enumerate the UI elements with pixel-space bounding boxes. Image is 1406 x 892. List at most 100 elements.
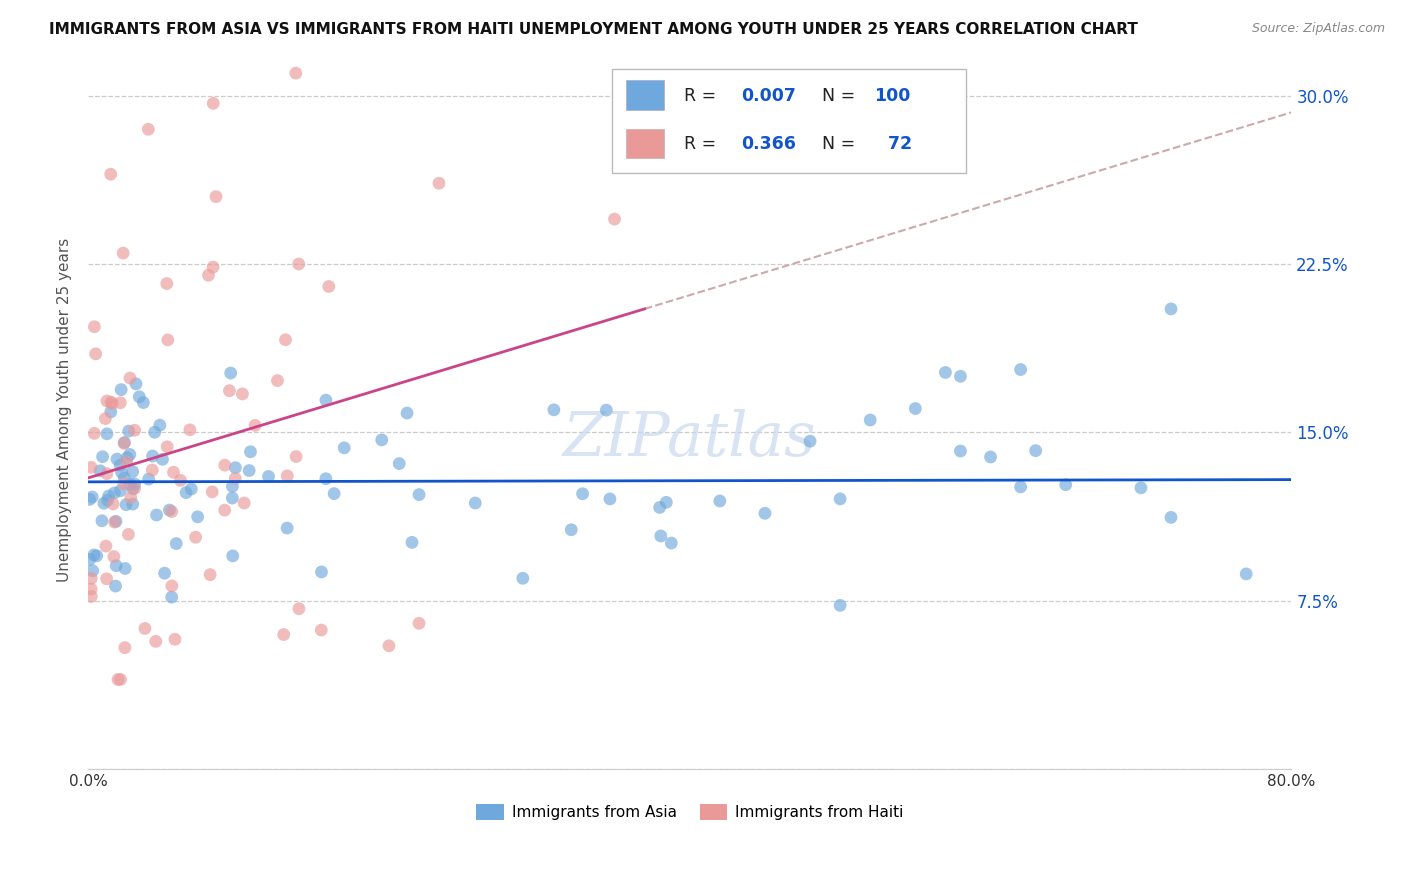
Point [214,458,236,473]
Point [104,515,127,529]
Point [117,527,139,541]
Point [124,482,146,496]
Point [595,403,617,417]
Text: IMMIGRANTS FROM ASIA VS IMMIGRANTS FROM HAITI UNEMPLOYMENT AMONG YOUTH UNDER 25 : IMMIGRANTS FROM ASIA VS IMMIGRANTS FROM … [49,22,1137,37]
Point [197,268,219,283]
Point [91,514,114,528]
Point [830,491,852,506]
Point [128,390,150,404]
Point [83,548,105,562]
Point [118,371,141,385]
Point [96,572,118,586]
Point [165,536,187,550]
Point [276,521,298,535]
Point [655,495,678,509]
Point [222,549,245,563]
Point [214,503,236,517]
Point [136,122,159,136]
Point [112,435,135,450]
Point [80,571,103,585]
Point [104,579,127,593]
Point [97,489,120,503]
Point [107,673,129,687]
Point [243,418,266,433]
Point [105,452,128,467]
Point [512,571,534,585]
Point [266,374,288,388]
Point [603,212,626,227]
Point [79,492,101,507]
Point [121,465,143,479]
Point [904,401,927,416]
Point [160,590,183,604]
Point [134,622,156,636]
Point [103,549,125,564]
Point [949,369,972,384]
Point [408,616,430,631]
Point [560,523,582,537]
Point [830,599,852,613]
Point [82,564,104,578]
Point [115,450,138,465]
Y-axis label: Unemployment Among Youth under 25 years: Unemployment Among Youth under 25 years [58,238,72,582]
Point [198,567,221,582]
Point [257,469,280,483]
Point [934,366,956,380]
Point [101,397,124,411]
Point [1160,510,1182,524]
Point [311,565,333,579]
Point [315,472,337,486]
Point [132,395,155,409]
Text: 72: 72 [882,135,912,153]
Point [333,441,356,455]
Point [110,483,132,498]
Point [224,460,246,475]
Point [202,260,225,274]
Point [1010,362,1032,376]
Point [110,383,132,397]
Point [571,487,593,501]
Point [323,486,346,500]
Point [309,623,332,637]
Point [287,257,309,271]
Point [274,333,297,347]
Text: Source: ZipAtlas.com: Source: ZipAtlas.com [1251,22,1385,36]
Point [112,471,135,485]
Point [96,467,118,481]
Point [156,277,179,291]
Point [96,426,118,441]
Point [125,376,148,391]
Point [118,447,141,461]
Point [163,632,186,647]
Point [371,433,394,447]
Point [205,189,228,203]
Point [101,497,124,511]
Point [83,319,105,334]
Point [231,387,253,401]
Point [285,450,308,464]
Point [145,508,167,522]
Text: R =: R = [683,135,721,153]
Point [174,485,197,500]
Point [980,450,1002,464]
Point [184,530,207,544]
FancyBboxPatch shape [612,69,966,173]
Point [859,413,882,427]
Point [112,476,135,491]
Point [221,491,243,505]
Point [202,96,225,111]
Text: N =: N = [823,87,855,105]
Point [754,506,776,520]
Point [273,627,295,641]
Point [115,455,138,469]
Point [84,347,107,361]
Point [1025,443,1047,458]
Point [143,425,166,440]
Point [93,496,115,510]
Text: 100: 100 [875,87,910,105]
Point [276,468,298,483]
Point [86,549,108,563]
Point [97,493,120,508]
Point [224,471,246,485]
Point [94,539,117,553]
